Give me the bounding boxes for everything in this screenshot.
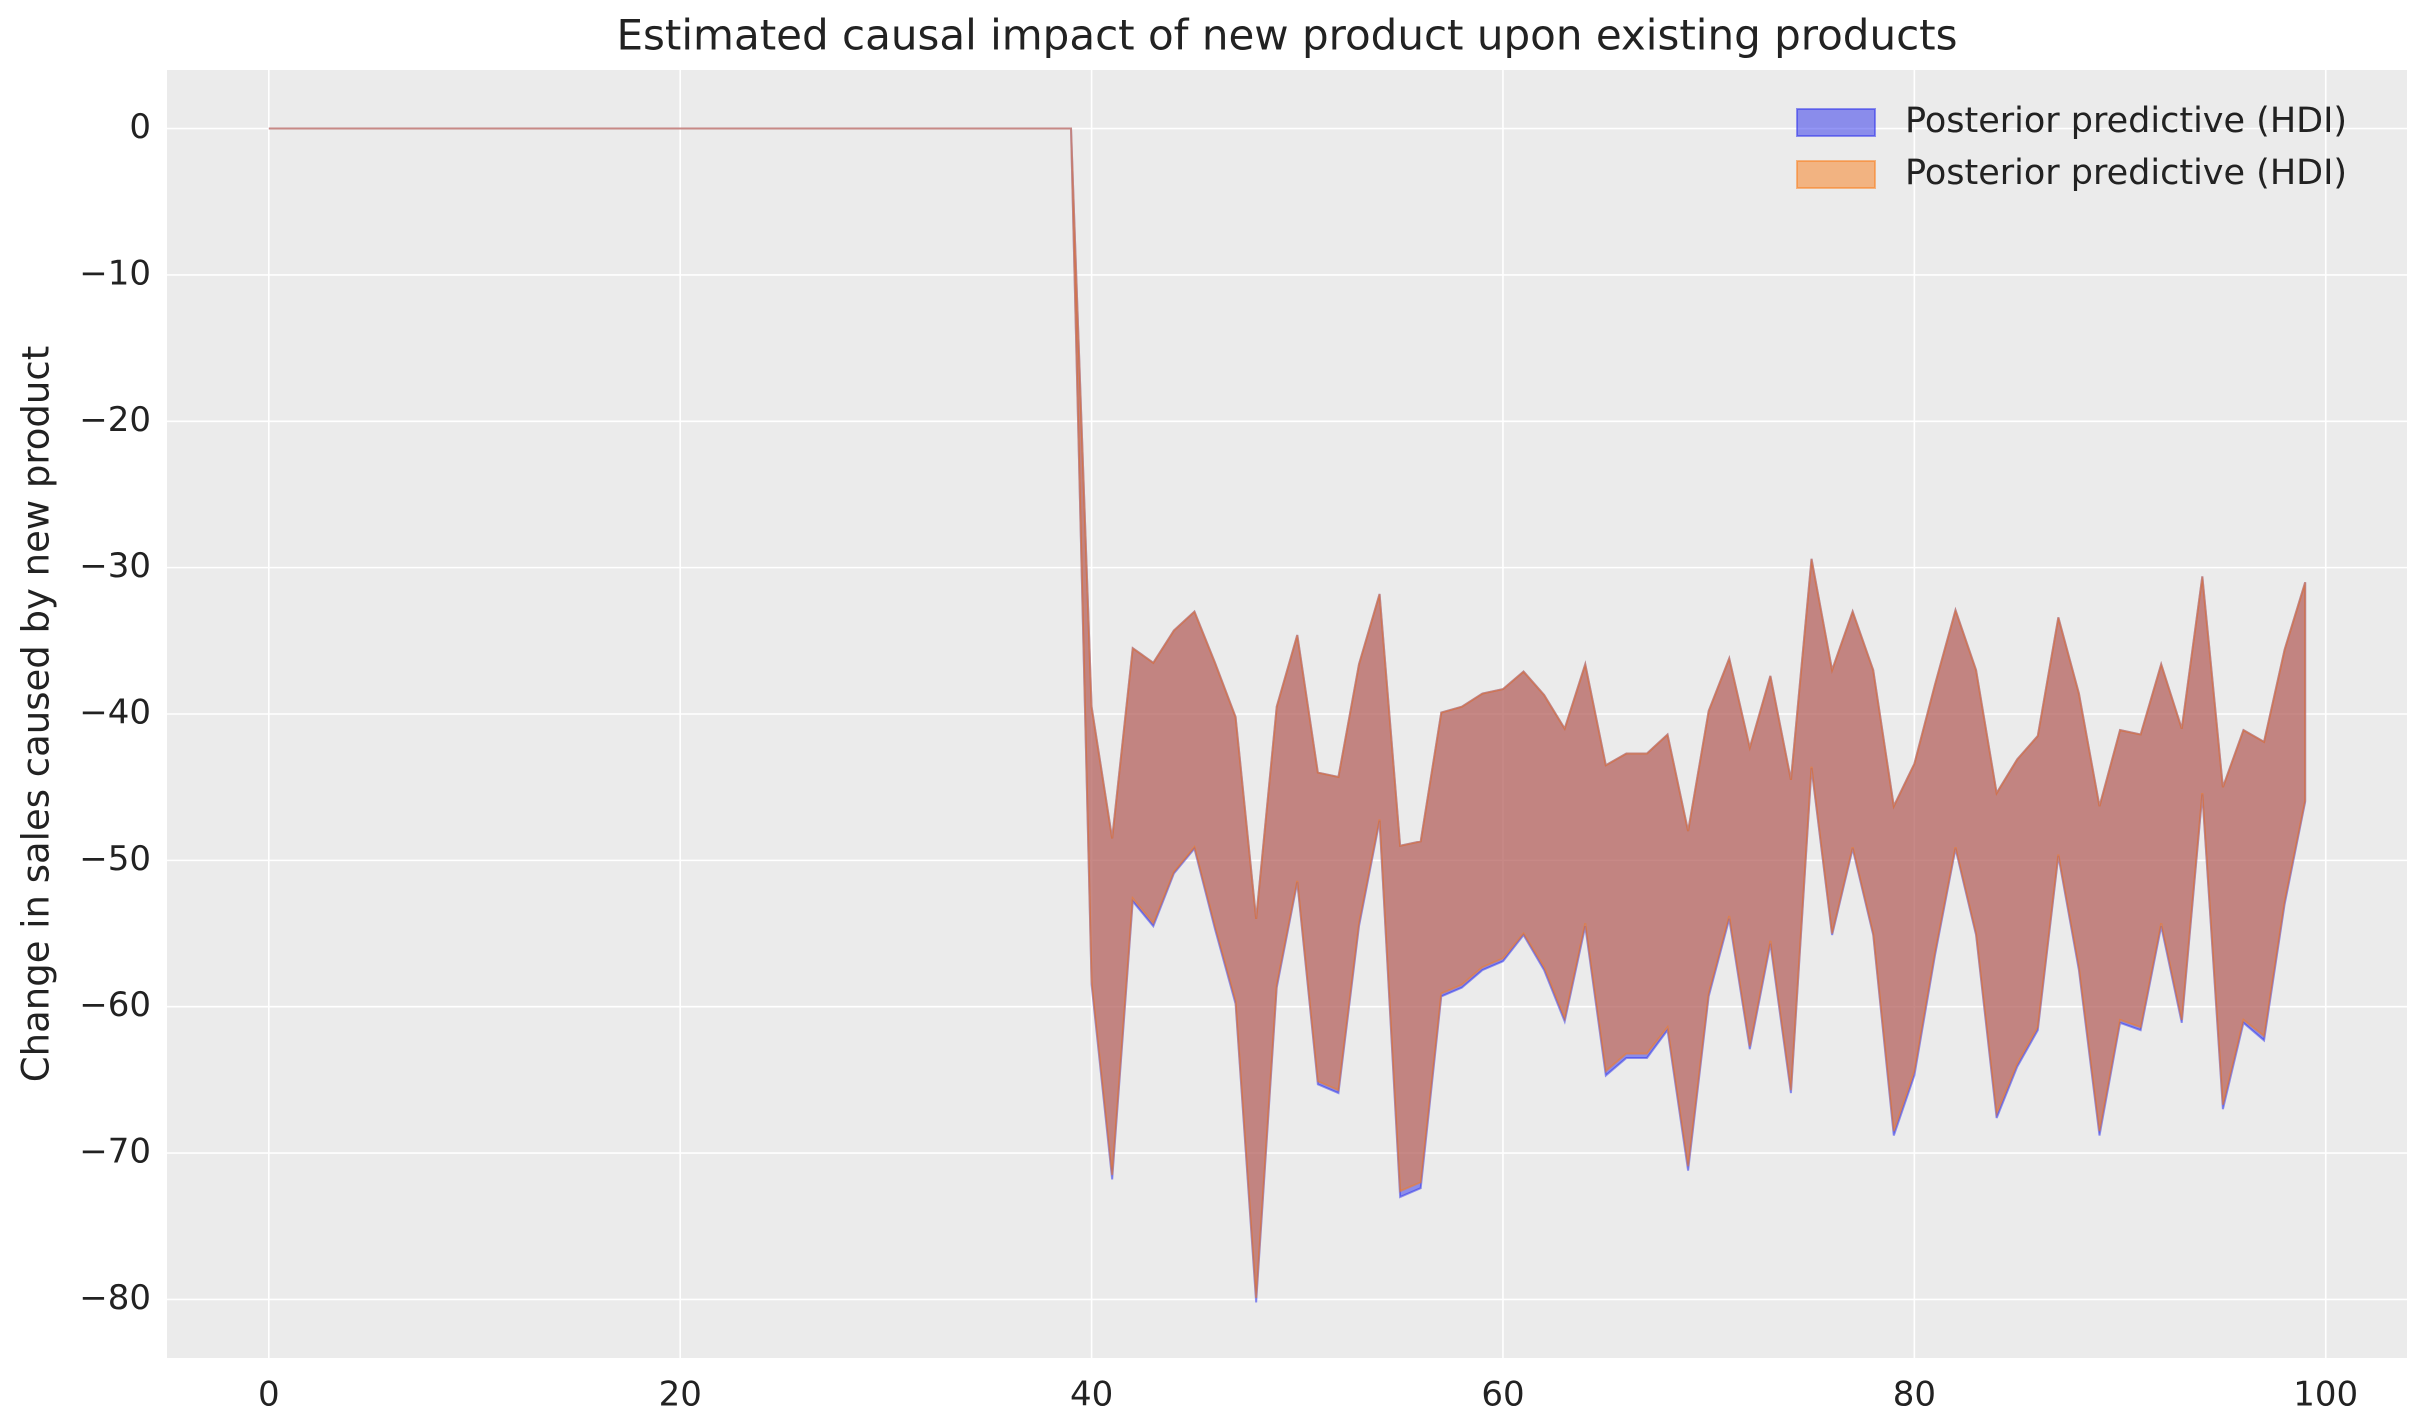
- y-axis-label: Change in sales caused by new product: [15, 346, 58, 1082]
- x-tick-label: 40: [1070, 1375, 1113, 1415]
- chart-title: Estimated causal impact of new product u…: [616, 11, 1957, 60]
- y-tick-label: −20: [79, 400, 151, 440]
- y-tick-label: −40: [79, 693, 151, 733]
- x-tick-label: 80: [1893, 1375, 1936, 1415]
- y-tick-label: −30: [79, 546, 151, 586]
- legend-label: Posterior predictive (HDI): [1905, 101, 2347, 141]
- y-tick-label: −70: [79, 1132, 151, 1172]
- y-tick-label: −80: [79, 1278, 151, 1318]
- x-tick-label: 60: [1481, 1375, 1524, 1415]
- y-tick-label: −60: [79, 985, 151, 1025]
- y-tick-label: 0: [129, 107, 151, 147]
- legend-swatch: [1796, 108, 1876, 137]
- x-tick-label: 0: [258, 1375, 280, 1415]
- legend-swatch: [1796, 160, 1876, 189]
- x-tick-label: 100: [2293, 1375, 2358, 1415]
- legend-label: Posterior predictive (HDI): [1905, 153, 2347, 193]
- hdi-band: [268, 127, 2307, 1299]
- x-tick-label: 20: [659, 1375, 702, 1415]
- y-tick-label: −50: [79, 839, 151, 879]
- y-tick-label: −10: [79, 253, 151, 293]
